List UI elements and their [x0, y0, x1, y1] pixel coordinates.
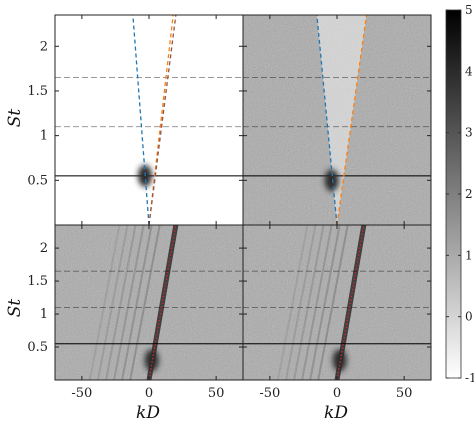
colorbar-tick-label: -1: [465, 371, 474, 385]
x-axis-label-right: kD: [324, 403, 348, 423]
y-tick-label: 1: [40, 307, 48, 322]
x-axis-label-left: kD: [136, 403, 160, 423]
colorbar-tick-label: 5: [465, 3, 473, 17]
panel-bottom-left: 0.5 1 1.5 2 -50 0 50: [27, 224, 244, 401]
x-tick-label: -50: [259, 386, 280, 401]
x-tick-label: -50: [71, 386, 92, 401]
streak: [284, 225, 317, 380]
y-tick-label: 0.5: [27, 340, 48, 355]
y-tick-label: 1: [40, 129, 48, 144]
panel-noise: [243, 15, 431, 225]
streak: [105, 225, 137, 380]
hotspot: [332, 349, 347, 372]
y-tick-label: 0.5: [27, 173, 48, 188]
hotspot: [324, 169, 339, 192]
x-tick-label: 0: [145, 386, 153, 401]
ridge-line-0: [132, 15, 150, 225]
panel-bottom-right: -50 0 50: [242, 224, 432, 401]
wedge-region: [316, 15, 367, 225]
panel-background: [55, 15, 243, 225]
y-tick-label: 2: [40, 39, 48, 54]
panels: 0.5 1 1.5 2 0.5 1 1.5 2 -50 0 50 -50 0 50: [27, 14, 432, 401]
streak: [96, 225, 129, 380]
streak: [317, 225, 349, 380]
ridge-line-2: [148, 15, 177, 225]
streak: [113, 225, 145, 380]
x-tick-label: 50: [208, 386, 225, 401]
y-axis-label-top: St: [5, 109, 25, 128]
ridge-line-0: [316, 15, 338, 225]
streak: [88, 225, 121, 380]
colorbar: -1 0 1 2 3 4 5: [445, 3, 474, 385]
streak: [293, 225, 325, 380]
colorbar-tick-label: 2: [465, 187, 473, 201]
hotspot: [144, 349, 159, 372]
streak: [121, 225, 153, 380]
panel-top-right: [242, 14, 432, 226]
y-tick-label: 1.5: [27, 274, 48, 289]
streak: [301, 225, 333, 380]
ridge-line-1: [336, 15, 368, 225]
panel-top-left: 0.5 1 1.5 2: [27, 14, 244, 226]
colorbar-tick-label: 3: [465, 126, 473, 140]
colorbar-tick-label: 4: [465, 64, 473, 78]
streak: [129, 225, 161, 380]
streak: [276, 225, 309, 380]
colorbar-tick-label: 1: [465, 248, 473, 262]
colorbar-tick-label: 0: [465, 310, 473, 324]
x-tick-label: 50: [396, 386, 413, 401]
x-tick-label: 0: [333, 386, 341, 401]
streak: [309, 225, 341, 380]
y-tick-label: 1.5: [27, 84, 48, 99]
y-axis-label-bottom: St: [5, 299, 25, 318]
y-tick-label: 2: [40, 241, 48, 256]
